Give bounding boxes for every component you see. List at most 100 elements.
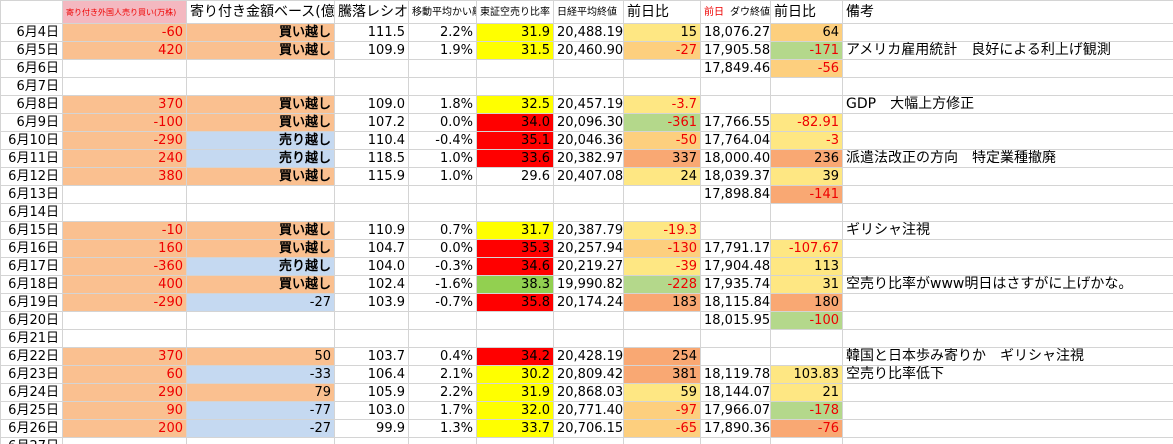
cell: 18,076.27: [700, 23, 771, 42]
cell: 売り越し: [186, 257, 335, 276]
cell: [476, 185, 554, 204]
cell: 20,046.36: [553, 131, 624, 150]
cell: 30.2: [476, 365, 554, 384]
cell: 33.7: [476, 419, 554, 438]
cell: 400: [62, 275, 187, 294]
cell: [408, 203, 477, 222]
cell: 20,488.19: [553, 23, 624, 42]
cell: 買い越し: [186, 23, 335, 42]
cell: 18,144.07: [700, 383, 771, 402]
cell: [334, 59, 409, 78]
cell: [842, 185, 1173, 204]
row: 6月10日 -290 売り越し 110.4 -0.4% 35.1 20,046.36 -50 1…: [0, 131, 1173, 150]
row: 6月11日 240 売り越し 118.5 1.0% 33.6 20,382.97 337 18,…: [0, 149, 1173, 168]
cell: 370: [62, 347, 187, 366]
cell: 0.0%: [408, 239, 477, 258]
cell: 24: [623, 167, 701, 186]
cell: 15: [623, 23, 701, 42]
cell: 18,015.95: [700, 311, 771, 330]
cell: [842, 437, 1173, 444]
cell: 韓国と日本歩み寄りか ギリシャ注視: [842, 347, 1173, 366]
cell: 111.5: [334, 23, 409, 42]
cell: GDP 大幅上方修正: [842, 95, 1173, 114]
cell: 6月16日: [0, 239, 63, 258]
cell: -77: [186, 401, 335, 420]
cell: 6月24日: [0, 383, 63, 402]
cell: 17,935.74: [700, 275, 771, 294]
cell: -107.67: [770, 239, 843, 258]
cell: [186, 59, 335, 78]
cell: 6月25日: [0, 401, 63, 420]
cell: 0.7%: [408, 221, 477, 240]
cell: 1.3%: [408, 419, 477, 438]
cell: [623, 59, 701, 78]
cell: [770, 437, 843, 444]
cell: -141: [770, 185, 843, 204]
cell: -76: [770, 419, 843, 438]
cell: 110.4: [334, 131, 409, 150]
cell: [842, 311, 1173, 330]
cell: [334, 203, 409, 222]
cell: 20,428.19: [553, 347, 624, 366]
cell: 370: [62, 95, 187, 114]
cell: 31.7: [476, 221, 554, 240]
cell: 6月18日: [0, 275, 63, 294]
cell: -27: [623, 41, 701, 60]
cell: 空売り比率がwww明日はさすがに上げかな。: [842, 275, 1173, 294]
cell: 買い越し: [186, 221, 335, 240]
row: 6月13日 17,898.84 -141: [0, 185, 1173, 204]
cell: [770, 347, 843, 366]
cell: -3: [770, 131, 843, 150]
cell: 160: [62, 239, 187, 258]
header-cell: 寄り付き金額ベース(億): [186, 0, 335, 24]
cell: 18,039.37: [700, 167, 771, 186]
cell: 0.0%: [408, 113, 477, 132]
cell: [553, 329, 624, 348]
cell: [770, 77, 843, 96]
cell: 110.9: [334, 221, 409, 240]
cell: 103.9: [334, 293, 409, 312]
cell: 106.4: [334, 365, 409, 384]
cell: 20,096.30: [553, 113, 624, 132]
cell: -27: [186, 293, 335, 312]
cell: -27: [186, 419, 335, 438]
cell: 2.1%: [408, 365, 477, 384]
cell: 103.7: [334, 347, 409, 366]
cell: -100: [62, 113, 187, 132]
row: 6月12日 380 買い越し 115.9 1.0% 29.6 20,407.08 24 18,0…: [0, 167, 1173, 186]
cell: 6月5日: [0, 41, 63, 60]
cell: 6月6日: [0, 59, 63, 78]
header-cell: 前日比: [770, 0, 843, 24]
cell: [842, 383, 1173, 402]
cell: 200: [62, 419, 187, 438]
cell: [553, 59, 624, 78]
cell: 31.5: [476, 41, 554, 60]
cell: 254: [623, 347, 701, 366]
cell: 1.8%: [408, 95, 477, 114]
cell: 空売り比率低下: [842, 365, 1173, 384]
cell: [334, 311, 409, 330]
cell: 1.9%: [408, 41, 477, 60]
cell: 34.2: [476, 347, 554, 366]
cell: [186, 437, 335, 444]
cell: 420: [62, 41, 187, 60]
cell: 115.9: [334, 167, 409, 186]
cell: [334, 437, 409, 444]
cell: [700, 221, 771, 240]
cell: 32.5: [476, 95, 554, 114]
cell: 59: [623, 383, 701, 402]
cell: -1.6%: [408, 275, 477, 294]
cell: 17,904.48: [700, 257, 771, 276]
cell: 17,890.36: [700, 419, 771, 438]
cell: [553, 185, 624, 204]
cell: 20,809.42: [553, 365, 624, 384]
cell: 39: [770, 167, 843, 186]
cell: 20,174.24: [553, 293, 624, 312]
cell: 17,766.55: [700, 113, 771, 132]
cell: -171: [770, 41, 843, 60]
cell: [842, 203, 1173, 222]
row: 6月4日 -60 買い越し 111.5 2.2% 31.9 20,488.19 15 18,07…: [0, 23, 1173, 42]
cell: 20,387.79: [553, 221, 624, 240]
cell: [476, 203, 554, 222]
